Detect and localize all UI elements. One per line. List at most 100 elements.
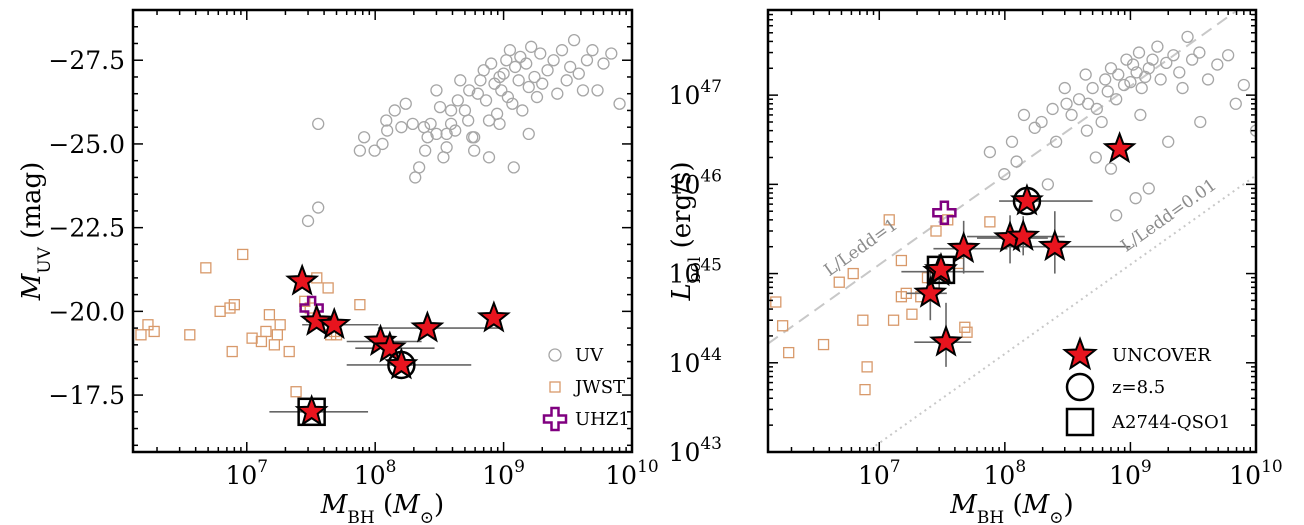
uncover-star xyxy=(285,263,320,296)
uv-point xyxy=(503,44,517,57)
uv-point xyxy=(1110,93,1123,106)
uv-point xyxy=(1201,73,1215,86)
uv-point xyxy=(1080,124,1094,137)
uv-point xyxy=(376,137,389,151)
x-axis-label: MBH (M⊙) xyxy=(320,490,444,525)
uv-point xyxy=(477,64,490,77)
eddington-label: L/Ledd=1 xyxy=(821,215,902,281)
uv-point xyxy=(449,124,462,137)
uv-point xyxy=(525,40,538,53)
x-tick-label: 1010 xyxy=(1229,457,1282,490)
uv-point xyxy=(1134,108,1147,122)
legend-label: A2744-QSO1 xyxy=(1111,412,1230,433)
uv-point xyxy=(381,124,394,137)
uv-point xyxy=(551,87,564,100)
y-tick-label: 1044 xyxy=(669,345,722,378)
uv-point xyxy=(421,131,434,144)
uv-point xyxy=(508,60,522,74)
uv-point xyxy=(564,60,577,74)
jwst-point xyxy=(184,329,196,341)
uv-point xyxy=(388,104,401,117)
jwst-point xyxy=(847,267,859,280)
uv-point xyxy=(417,121,431,134)
uv-point xyxy=(458,104,472,117)
x-axis-label: MBH (M⊙) xyxy=(949,490,1073,525)
uv-point xyxy=(1181,30,1194,44)
plot-area xyxy=(768,10,1256,452)
uv-point xyxy=(474,74,487,87)
uncover-star xyxy=(476,300,511,333)
uv-point xyxy=(1046,102,1059,116)
eddington-label: L/Ledd=0.01 xyxy=(1117,175,1220,256)
uv-point xyxy=(395,121,408,134)
uv-point xyxy=(613,97,626,110)
uv-point xyxy=(541,64,554,77)
uv-point xyxy=(567,33,581,47)
uv-point xyxy=(1124,75,1137,89)
legend-uncover-marker xyxy=(1062,336,1098,371)
uv-point xyxy=(357,131,371,144)
uv-point xyxy=(520,57,533,70)
uv-point xyxy=(534,47,547,60)
uv-point xyxy=(1060,97,1073,110)
uv-point xyxy=(555,44,569,57)
uv-point xyxy=(1173,66,1186,79)
jwst-point xyxy=(263,309,276,321)
jwst-point xyxy=(895,254,908,267)
uv-point xyxy=(409,171,422,184)
x-tick-label: 1010 xyxy=(605,457,658,490)
uv-point xyxy=(444,104,458,117)
uv-point xyxy=(512,74,525,87)
uv-point xyxy=(522,80,535,94)
x-tick-label: 107 xyxy=(225,457,268,490)
uv-point xyxy=(468,131,481,144)
uv-point xyxy=(312,201,325,214)
uv-point xyxy=(471,87,484,100)
jwst-point xyxy=(770,296,782,308)
uv-point xyxy=(1065,108,1078,122)
legend-label: UHZ1 xyxy=(575,409,630,430)
jwst-point xyxy=(961,326,973,338)
jwst-point xyxy=(817,338,830,351)
uv-point xyxy=(430,84,443,97)
uv-point xyxy=(463,84,476,97)
y-axis-label: MUV (mag) xyxy=(17,162,55,302)
y-tick-label: 1043 xyxy=(669,434,722,467)
y-tick-label: −17.5 xyxy=(48,381,125,410)
uv-point xyxy=(1090,102,1103,116)
uv-point xyxy=(462,114,475,127)
uv-point xyxy=(468,144,481,157)
jwst-point xyxy=(290,386,302,398)
uv-point xyxy=(454,74,467,87)
uv-point xyxy=(998,168,1011,181)
jwst-point xyxy=(833,276,845,288)
jwst-point xyxy=(776,320,789,332)
jwst-point xyxy=(142,319,154,331)
uv-point xyxy=(1193,46,1206,59)
uv-point xyxy=(1126,58,1140,71)
uv-point xyxy=(312,117,325,130)
uv-point xyxy=(983,145,997,159)
y-tick-label: 1045 xyxy=(669,256,722,289)
uv-point xyxy=(1041,178,1054,191)
y-axis-label: Lbol (erg/s) xyxy=(667,162,705,302)
jwst-point xyxy=(930,225,942,237)
uncover-star xyxy=(1102,130,1137,164)
legend-label: JWST xyxy=(573,377,625,398)
uv-point xyxy=(1151,40,1164,53)
y-tick-label: 1046 xyxy=(669,166,722,199)
jwst-point xyxy=(148,325,160,338)
uv-point xyxy=(1099,73,1112,86)
uv-point xyxy=(368,144,381,157)
jwst-point xyxy=(861,361,873,373)
y-tick-label: −25.0 xyxy=(48,130,125,159)
eddington-line-dashed xyxy=(768,10,1240,345)
y-tick-label: −22.5 xyxy=(48,214,125,243)
uv-point xyxy=(1117,78,1131,92)
jwst-point xyxy=(135,329,147,341)
uncover-star xyxy=(929,324,963,357)
uv-point xyxy=(1028,121,1041,134)
uv-point xyxy=(482,151,496,164)
y-tick-label: −20.0 xyxy=(48,297,125,326)
uv-point xyxy=(440,127,453,141)
